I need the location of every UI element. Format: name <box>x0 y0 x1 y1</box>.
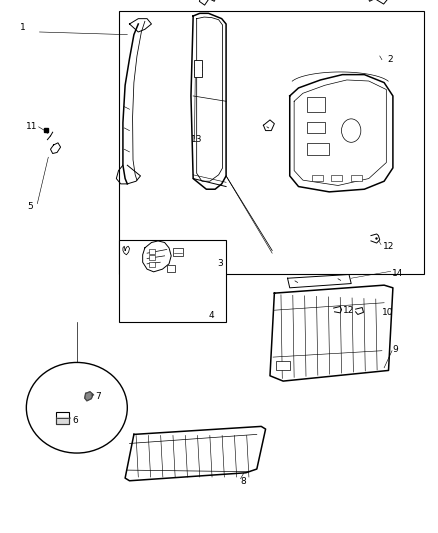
Bar <box>56 412 69 424</box>
Text: 12: 12 <box>382 243 393 251</box>
Bar <box>149 262 154 266</box>
Bar <box>194 60 201 77</box>
Text: 4: 4 <box>208 311 214 320</box>
Text: 2: 2 <box>386 55 392 64</box>
Text: 6: 6 <box>72 416 78 424</box>
Bar <box>311 175 322 181</box>
Bar <box>307 97 324 112</box>
Bar <box>149 249 154 254</box>
Bar <box>166 265 174 272</box>
Bar <box>275 361 289 370</box>
Polygon shape <box>85 392 93 401</box>
Bar <box>149 255 154 260</box>
Polygon shape <box>56 417 69 424</box>
Text: 1: 1 <box>20 23 25 32</box>
Text: 12: 12 <box>343 306 354 315</box>
Bar <box>173 248 183 256</box>
Bar <box>331 175 342 181</box>
Text: 10: 10 <box>381 309 392 317</box>
Bar <box>307 143 328 155</box>
Text: 9: 9 <box>391 345 397 353</box>
Text: 13: 13 <box>191 135 202 144</box>
Text: 5: 5 <box>27 203 33 211</box>
Text: 14: 14 <box>391 269 403 278</box>
Text: 11: 11 <box>25 122 37 131</box>
Circle shape <box>341 119 360 142</box>
Bar <box>350 175 361 181</box>
Text: 3: 3 <box>217 260 223 268</box>
Text: 8: 8 <box>240 477 246 486</box>
Text: 7: 7 <box>95 392 101 400</box>
Ellipse shape <box>26 362 127 453</box>
Bar <box>118 11 423 274</box>
Bar <box>118 240 226 322</box>
Bar <box>307 122 324 133</box>
